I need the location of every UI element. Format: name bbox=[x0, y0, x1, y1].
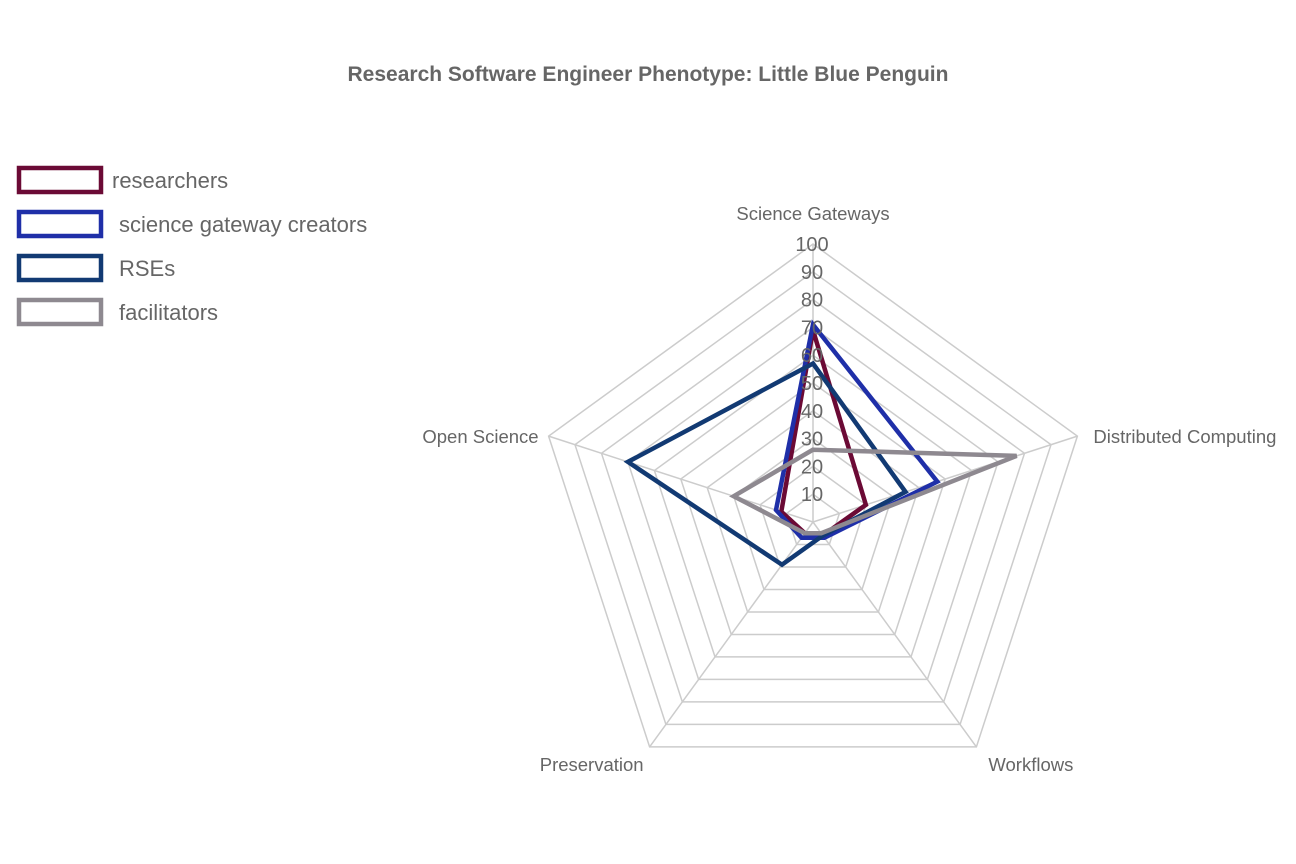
legend[interactable]: researchers science gateway creators RSEs f… bbox=[16, 165, 367, 327]
grid-ring-90 bbox=[574, 270, 1052, 726]
series-rses bbox=[623, 360, 909, 568]
tick-label-30: 30 bbox=[801, 429, 823, 451]
grid-ring-20 bbox=[759, 465, 867, 568]
tick-label-50: 50 bbox=[801, 373, 823, 395]
axis-label-preservation: Preservation bbox=[540, 754, 644, 775]
legend-item-researchers[interactable]: researchers bbox=[16, 165, 228, 195]
radar-grid bbox=[547, 243, 1079, 748]
axis-labels: Science Gateways Distributed Computing Wor… bbox=[422, 203, 1276, 775]
axis-spoke-workflows bbox=[812, 521, 978, 748]
axis-spoke-distributed-computing bbox=[812, 435, 1078, 523]
chart-title: Research Software Engineer Phenotype: Li… bbox=[348, 63, 949, 86]
legend-label: facilitators bbox=[119, 300, 218, 325]
axis-label-workflows: Workflows bbox=[988, 754, 1073, 775]
tick-label-10: 10 bbox=[801, 484, 823, 506]
legend-item-science-gateway-creators[interactable]: science gateway creators bbox=[16, 209, 367, 239]
tick-label-20: 20 bbox=[801, 456, 823, 478]
legend-label: RSEs bbox=[119, 256, 175, 281]
series-layer bbox=[623, 319, 1018, 568]
legend-item-rses[interactable]: RSEs bbox=[16, 253, 175, 283]
grid-ring-40 bbox=[706, 409, 920, 613]
tick-label-70: 70 bbox=[801, 317, 823, 339]
series-researchers bbox=[778, 329, 869, 538]
axis-label-science-gateways: Science Gateways bbox=[736, 203, 889, 224]
tick-label-60: 60 bbox=[801, 345, 823, 367]
radial-tick-labels: 10 20 30 40 50 60 70 80 90 100 bbox=[795, 234, 828, 506]
legend-swatch bbox=[16, 297, 104, 327]
legend-item-facilitators[interactable]: facilitators bbox=[16, 297, 218, 327]
grid-ring-60 bbox=[653, 354, 973, 658]
legend-swatch bbox=[16, 209, 104, 239]
series-science-gateway-creators bbox=[773, 319, 941, 540]
grid-ring-70 bbox=[627, 326, 999, 681]
legend-swatch bbox=[16, 253, 104, 283]
legend-label: researchers bbox=[112, 168, 228, 193]
axis-label-distributed-computing: Distributed Computing bbox=[1093, 426, 1276, 447]
axis-spoke-open-science bbox=[548, 435, 814, 523]
axis-label-open-science: Open Science bbox=[422, 426, 538, 447]
legend-swatch bbox=[16, 165, 104, 195]
legend-label: science gateway creators bbox=[119, 212, 367, 237]
grid-ring-80 bbox=[600, 298, 1026, 703]
tick-label-100: 100 bbox=[795, 234, 828, 256]
tick-label-40: 40 bbox=[801, 401, 823, 423]
tick-label-80: 80 bbox=[801, 290, 823, 312]
tick-label-90: 90 bbox=[801, 262, 823, 284]
series-facilitators bbox=[729, 447, 1018, 536]
grid-ring-100 bbox=[547, 243, 1079, 748]
